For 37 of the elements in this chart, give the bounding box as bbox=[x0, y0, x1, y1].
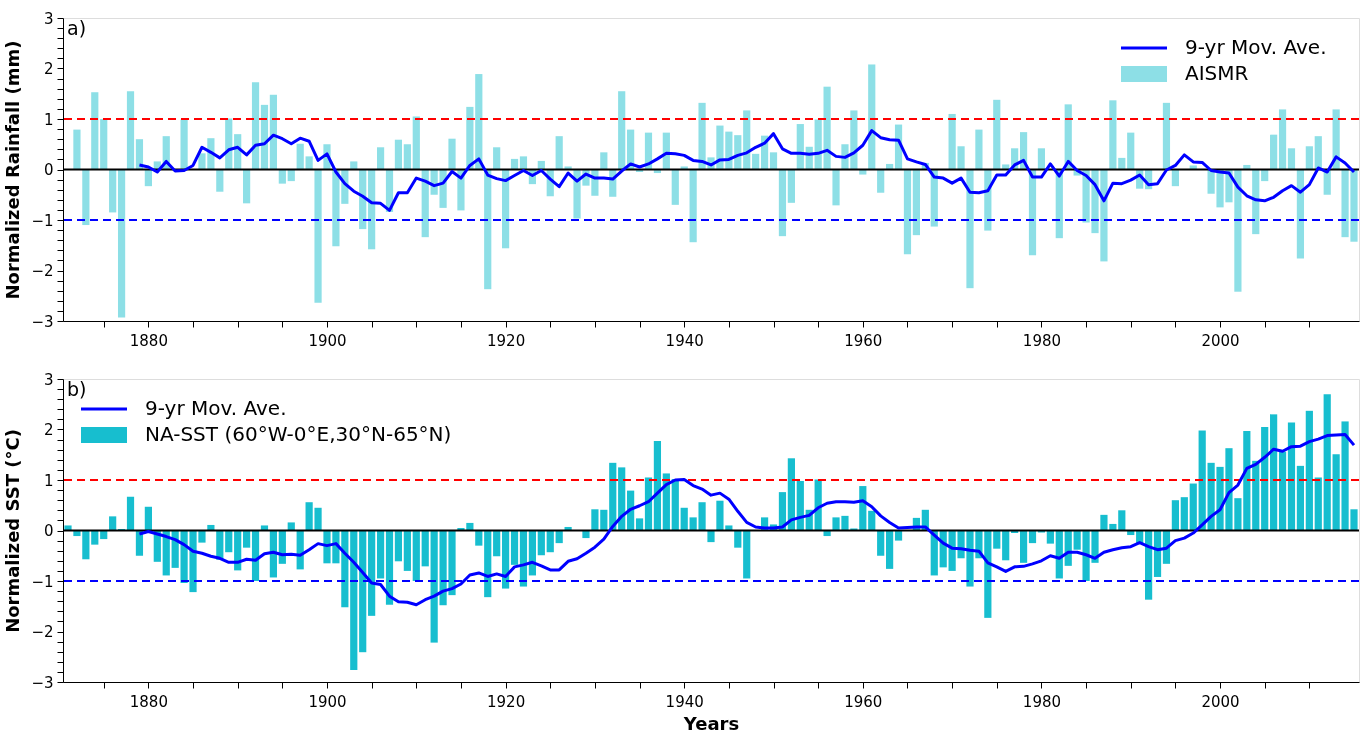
y-tick-label: −1 bbox=[31, 211, 54, 230]
y-tick-label: 0 bbox=[43, 161, 54, 179]
x-tick-label: 1900 bbox=[308, 331, 347, 350]
annotation: b) bbox=[67, 378, 87, 400]
y-tick-label: 1 bbox=[43, 471, 54, 490]
y-tick-label: −3 bbox=[31, 673, 54, 692]
legend-label: NA-SST (60°W-0°E,30°N-65°N) bbox=[145, 422, 452, 446]
y-tick-label: 3 bbox=[43, 9, 54, 28]
x-tick-label: 1980 bbox=[1022, 331, 1062, 350]
x-tick-label: 1880 bbox=[129, 331, 168, 350]
x-tick-label: 1960 bbox=[844, 692, 883, 711]
annotation: a) bbox=[67, 17, 87, 39]
y-tick-label: −2 bbox=[31, 623, 54, 641]
x-tick-label: 1880 bbox=[129, 692, 168, 711]
x-tick-label: 1960 bbox=[844, 331, 883, 350]
x-tick-label: 2000 bbox=[1201, 692, 1240, 711]
y-axis-title: Normalized SST (°C) bbox=[2, 429, 24, 633]
legend-label: AISMR bbox=[1185, 61, 1249, 85]
y-tick-label: −2 bbox=[31, 262, 54, 280]
x-tick-label: 2000 bbox=[1201, 331, 1240, 350]
legend-label: 9-yr Mov. Ave. bbox=[1185, 35, 1327, 59]
legend-label: 9-yr Mov. Ave. bbox=[145, 396, 287, 420]
x-tick-label: 1920 bbox=[487, 331, 526, 350]
y-tick-label: −3 bbox=[31, 312, 54, 331]
x-tick-label: 1940 bbox=[665, 331, 704, 350]
x-tick-label: 1940 bbox=[665, 692, 704, 711]
x-tick-label: 1980 bbox=[1022, 692, 1062, 711]
x-axis-title: Years bbox=[682, 712, 740, 734]
y-tick-label: 2 bbox=[43, 60, 54, 78]
y-tick-label: 2 bbox=[43, 421, 54, 439]
y-tick-label: −1 bbox=[31, 572, 54, 591]
y-tick-label: 0 bbox=[43, 522, 54, 540]
y-axis-title: Normalized Rainfall (mm) bbox=[2, 40, 24, 300]
x-tick-label: 1920 bbox=[487, 692, 526, 711]
y-tick-label: 1 bbox=[43, 110, 54, 129]
y-tick-label: 3 bbox=[43, 370, 54, 389]
x-tick-label: 1900 bbox=[308, 692, 347, 711]
